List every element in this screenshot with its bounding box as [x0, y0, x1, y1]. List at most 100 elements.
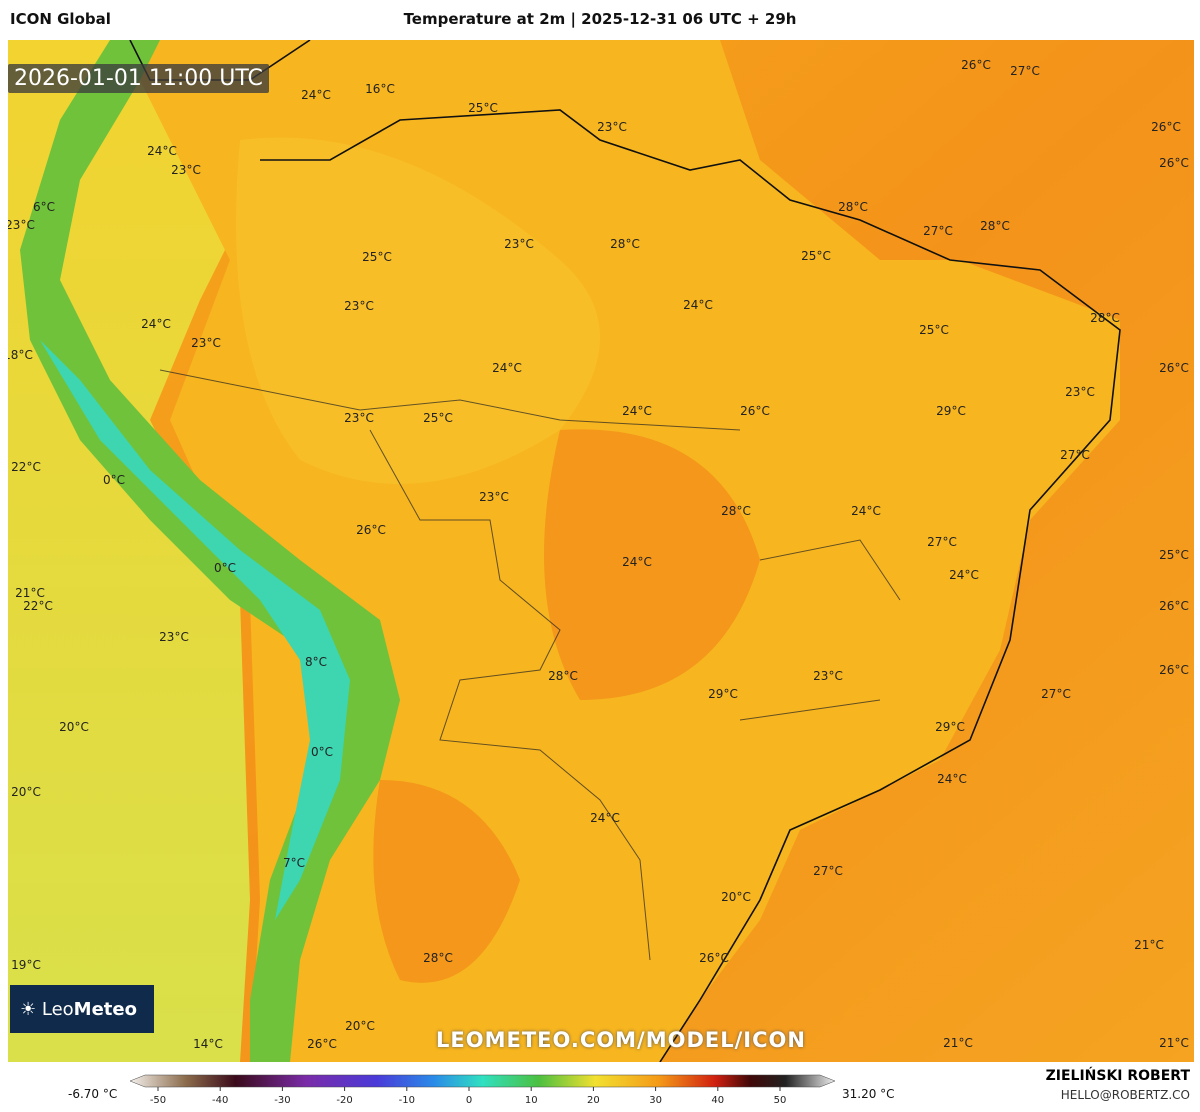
temperature-label: 21°C — [1134, 938, 1164, 952]
temperature-label: 19°C — [11, 958, 41, 972]
temperature-label: 23°C — [171, 163, 201, 177]
temperature-label: 24°C — [622, 404, 652, 418]
colorbar-tick-label: 40 — [711, 1095, 724, 1106]
temperature-label: 20°C — [11, 785, 41, 799]
temperature-label: 28°C — [610, 237, 640, 251]
temperature-label: 28°C — [980, 219, 1010, 233]
temperature-label: 23°C — [504, 237, 534, 251]
temperature-label: 16°C — [365, 82, 395, 96]
map-title: Temperature at 2m | 2025-12-31 06 UTC + … — [403, 10, 797, 28]
temperature-label: 0°C — [214, 561, 236, 575]
temperature-label: 24°C — [141, 317, 171, 331]
temperature-label: 27°C — [813, 864, 843, 878]
hot-area — [373, 780, 520, 983]
colorbar-tick-label: 10 — [525, 1095, 538, 1106]
temperature-label: 27°C — [927, 535, 957, 549]
colorbar-area: -50 -40 -30 -20 -10 0 10 20 30 40 50 — [0, 1062, 1200, 1108]
temperature-label: 24°C — [590, 811, 620, 825]
temperature-label: 25°C — [362, 250, 392, 264]
email: HELLO@ROBERTZ.CO — [1060, 1088, 1190, 1102]
temperature-label: 27°C — [923, 224, 953, 238]
colorbar-tick-label: -30 — [274, 1095, 290, 1106]
temperature-label: 8°C — [305, 655, 327, 669]
temperature-label: 23°C — [159, 630, 189, 644]
temperature-label: 25°C — [1159, 548, 1189, 562]
colorbar: -50 -40 -30 -20 -10 0 10 20 30 40 50 — [129, 1074, 836, 1106]
temperature-label: 23°C — [479, 490, 509, 504]
temperature-label: 29°C — [935, 720, 965, 734]
temperature-label: 24°C — [301, 88, 331, 102]
temperature-label: 23°C — [1065, 385, 1095, 399]
temperature-label: 7°C — [283, 856, 305, 870]
temperature-labels: 26°C 27°C 24°C 16°C 25°C 23°C 26°C 26°C 24°C 23°C… — [8, 58, 1189, 1051]
colorbar-tick-label: -10 — [399, 1095, 415, 1106]
map: 26°C 27°C 24°C 16°C 25°C 23°C 26°C 26°C 24°C 23°C… — [8, 40, 1194, 1062]
temperature-label: 26°C — [1159, 663, 1189, 677]
temperature-label: 23°C — [344, 299, 374, 313]
temperature-label: 29°C — [708, 687, 738, 701]
author: ZIELIŃSKI ROBERT — [1045, 1068, 1190, 1084]
temperature-label: 24°C — [851, 504, 881, 518]
temperature-label: 14°C — [193, 1037, 223, 1051]
temperature-label: 22°C — [23, 599, 53, 613]
temperature-label: 22°C — [11, 460, 41, 474]
temperature-label: 26°C — [307, 1037, 337, 1051]
border — [159, 369, 901, 961]
hot-area — [544, 429, 760, 700]
temperature-label: 6°C — [33, 200, 55, 214]
temperature-label: 23°C — [191, 336, 221, 350]
temperature-label: 25°C — [919, 323, 949, 337]
temperature-label: 26°C — [740, 404, 770, 418]
temperature-label: 26°C — [699, 951, 729, 965]
valid-time: 2026-01-01 11:00 UTC — [8, 64, 269, 93]
colorbar-min: -6.70 °C — [68, 1087, 118, 1101]
logo: ☀ Leo Meteo — [10, 985, 154, 1033]
colorbar-tick-label: 50 — [774, 1095, 787, 1106]
temperature-label: 21°C — [1159, 1036, 1189, 1050]
temperature-label: 27°C — [1041, 687, 1071, 701]
temperature-label: 24°C — [949, 568, 979, 582]
colorbar-tick-label: -40 — [212, 1095, 228, 1106]
colorbar-tick-label: -50 — [150, 1095, 166, 1106]
temperature-label: 28°C — [721, 504, 751, 518]
model-name: ICON Global — [10, 10, 111, 28]
temperature-label: 26°C — [1151, 120, 1181, 134]
pacific — [8, 40, 300, 1062]
temperature-label: 28°C — [548, 669, 578, 683]
temperature-label: 21°C — [943, 1036, 973, 1050]
temperature-label: 20°C — [721, 890, 751, 904]
temperature-label: 25°C — [423, 411, 453, 425]
temperature-label: 21°C — [15, 586, 45, 600]
temperature-label: 24°C — [147, 144, 177, 158]
colorbar-scale — [129, 1074, 836, 1088]
logo-light: Leo — [41, 998, 74, 1020]
temperature-label: 18°C — [8, 348, 33, 362]
temperature-label: 23°C — [344, 411, 374, 425]
logo-bold: Meteo — [73, 998, 137, 1020]
temperature-label: 0°C — [311, 745, 333, 759]
temperature-label: 27°C — [1060, 448, 1090, 462]
temperature-label: 27°C — [1010, 64, 1040, 78]
temperature-label: 29°C — [936, 404, 966, 418]
temperature-label: 26°C — [1159, 156, 1189, 170]
temperature-label: 25°C — [801, 249, 831, 263]
temperature-label: 24°C — [683, 298, 713, 312]
andes-high — [40, 340, 350, 920]
temperature-label: 26°C — [961, 58, 991, 72]
colorbar-tick-label: 0 — [466, 1095, 472, 1106]
temperature-label: 28°C — [1090, 311, 1120, 325]
temperature-label: 23°C — [597, 120, 627, 134]
colorbar-tick-label: -20 — [336, 1095, 352, 1106]
temperature-label: 23°C — [813, 669, 843, 683]
temperature-label: 24°C — [937, 772, 967, 786]
colorbar-max: 31.20 °C — [842, 1087, 895, 1101]
temperature-label: 24°C — [492, 361, 522, 375]
colorbar-ticks: -50 -40 -30 -20 -10 0 10 20 30 40 50 — [150, 1087, 787, 1106]
temperature-label: 20°C — [59, 720, 89, 734]
temperature-label: 26°C — [1159, 361, 1189, 375]
temperature-label: 20°C — [345, 1019, 375, 1033]
temperature-label: 24°C — [622, 555, 652, 569]
colorbar-tick-label: 20 — [587, 1095, 600, 1106]
temperature-label: 28°C — [423, 951, 453, 965]
